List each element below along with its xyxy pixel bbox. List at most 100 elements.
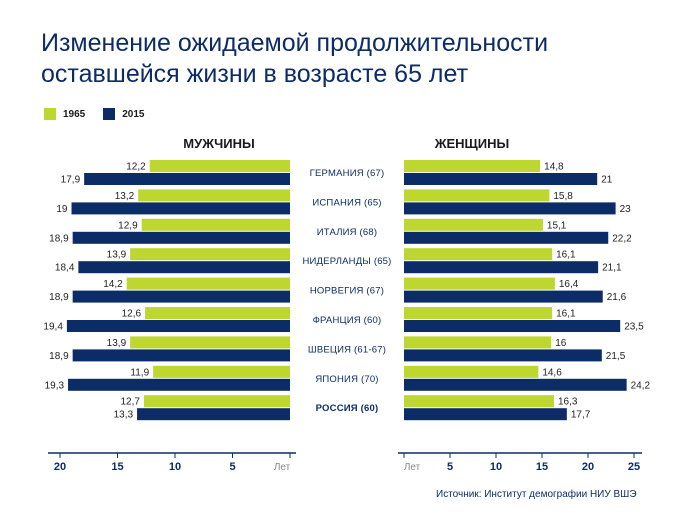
- country-label: ШВЕЦИЯ (61-67): [308, 344, 386, 355]
- tick-label-women: 20: [582, 461, 594, 473]
- bar-women-2015: [404, 231, 609, 244]
- data-label-men-1965: 13,9: [107, 338, 127, 349]
- country-label: ИТАЛИЯ (68): [317, 227, 378, 238]
- data-label-men-2015: 17,9: [61, 175, 81, 186]
- legend-label-1965: 1965: [63, 108, 86, 120]
- data-label-women-1965: 15,1: [547, 220, 567, 231]
- data-label-women-2015: 21,1: [602, 263, 622, 274]
- data-label-men-1965: 13,9: [107, 250, 127, 261]
- data-label-men-2015: 18,9: [49, 351, 69, 362]
- country-label: НОРВЕГИЯ (67): [310, 286, 384, 297]
- bar-men-2015: [72, 349, 291, 362]
- bar-women-2015: [404, 378, 627, 391]
- data-label-men-1965: 13,2: [115, 191, 135, 202]
- data-label-women-1965: 15,8: [553, 191, 573, 202]
- bar-women-2015: [404, 408, 567, 421]
- data-label-women-1965: 16: [555, 338, 567, 349]
- bar-men-2015: [84, 173, 291, 185]
- data-label-men-1965: 14,2: [103, 279, 123, 290]
- legend-item-1965: 1965: [44, 108, 85, 120]
- bar-women-1965: [404, 189, 550, 202]
- data-label-women-1965: 14,6: [542, 367, 562, 378]
- data-label-women-2015: 24,2: [631, 380, 651, 391]
- bar-women-2015: [404, 290, 603, 303]
- country-label: ИСПАНИЯ (65): [312, 197, 381, 208]
- panel-title-women: ЖЕНЩИНЫ: [434, 136, 510, 151]
- bar-men-1965: [143, 395, 290, 408]
- tick-label-women: 15: [536, 461, 548, 473]
- bar-men-2015: [66, 320, 291, 332]
- data-label-men-2015: 18,4: [55, 263, 75, 274]
- legend-label-2015: 2015: [122, 108, 145, 120]
- bar-men-2015: [71, 202, 290, 215]
- data-label-women-1965: 16,1: [556, 309, 576, 320]
- data-label-men-2015: 18,9: [49, 233, 69, 244]
- bar-men-2015: [72, 231, 291, 244]
- bar-women-1965: [404, 336, 552, 349]
- bar-women-2015: [404, 320, 621, 332]
- bar-women-2015: [404, 202, 616, 215]
- bar-men-1965: [149, 160, 290, 172]
- bar-women-2015: [404, 261, 599, 274]
- tick-label-men: 20: [54, 461, 66, 473]
- country-label: РОССИЯ (60): [316, 403, 379, 414]
- panel-title-men: МУЖЧИНЫ: [183, 136, 254, 151]
- data-label-men-1965: 12,7: [120, 397, 140, 408]
- data-label-men-1965: 12,6: [122, 309, 142, 320]
- legend: 1965 2015: [44, 108, 163, 120]
- data-label-men-2015: 19,3: [45, 380, 65, 391]
- source-note: Источник: Институт демографии НИУ ВШЭ: [436, 489, 637, 500]
- bar-women-1965: [404, 365, 539, 378]
- data-label-women-2015: 23,5: [624, 322, 644, 333]
- bar-men-1965: [153, 365, 290, 378]
- bar-men-1965: [141, 218, 290, 231]
- data-label-women-1965: 14,8: [544, 162, 564, 173]
- legend-swatch-2015: [103, 108, 116, 120]
- axis-unit-label-women: Лет: [404, 462, 421, 473]
- country-label: ГЕРМАНИЯ (67): [310, 168, 385, 179]
- bar-men-2015: [68, 378, 290, 391]
- bar-women-2015: [404, 173, 598, 185]
- data-label-men-1965: 12,2: [126, 162, 146, 173]
- country-label: ФРАНЦИЯ (60): [313, 315, 382, 326]
- data-label-men-2015: 18,9: [49, 292, 69, 303]
- data-label-women-2015: 21,6: [607, 292, 627, 303]
- tick-label-men: 10: [169, 461, 181, 473]
- bar-women-1965: [404, 160, 541, 172]
- data-label-men-1965: 11,9: [130, 367, 149, 378]
- bar-men-1965: [138, 189, 290, 202]
- data-label-men-2015: 13,3: [114, 410, 134, 421]
- bar-men-1965: [126, 277, 290, 290]
- bar-men-1965: [130, 248, 290, 261]
- tick-label-women: 25: [628, 461, 640, 473]
- data-label-women-2015: 21: [601, 175, 613, 186]
- axis-unit-label-men: Лет: [274, 462, 291, 473]
- tick-label-men: 5: [229, 461, 235, 473]
- data-label-women-1965: 16,3: [558, 397, 578, 408]
- data-label-women-1965: 16,1: [556, 250, 576, 261]
- bar-men-1965: [145, 307, 290, 319]
- country-label: НИДЕРЛАНДЫ (65): [302, 256, 391, 267]
- bar-women-1965: [404, 307, 553, 319]
- data-label-women-2015: 23: [620, 204, 632, 215]
- bar-men-2015: [137, 408, 290, 421]
- data-label-men-2015: 19,4: [43, 322, 63, 333]
- bar-women-1965: [404, 395, 554, 408]
- legend-swatch-1965: [44, 108, 56, 120]
- data-label-men-1965: 12,9: [118, 220, 138, 231]
- tick-label-men: 15: [111, 461, 123, 473]
- chart-title: Изменение ожидаемой продолжительности ос…: [41, 29, 549, 88]
- tick-label-women: 10: [490, 461, 502, 473]
- data-label-women-2015: 21,5: [606, 351, 626, 362]
- bar-men-1965: [130, 336, 290, 349]
- bar-women-1965: [404, 277, 555, 290]
- tick-label-women: 5: [447, 461, 453, 473]
- data-label-women-2015: 22,2: [612, 233, 632, 244]
- country-label: ЯПОНИЯ (70): [315, 374, 378, 385]
- bar-women-2015: [404, 349, 602, 362]
- bar-women-1965: [404, 218, 543, 231]
- bar-men-2015: [78, 261, 291, 274]
- legend-item-2015: 2015: [103, 108, 145, 120]
- bar-women-1965: [404, 248, 553, 261]
